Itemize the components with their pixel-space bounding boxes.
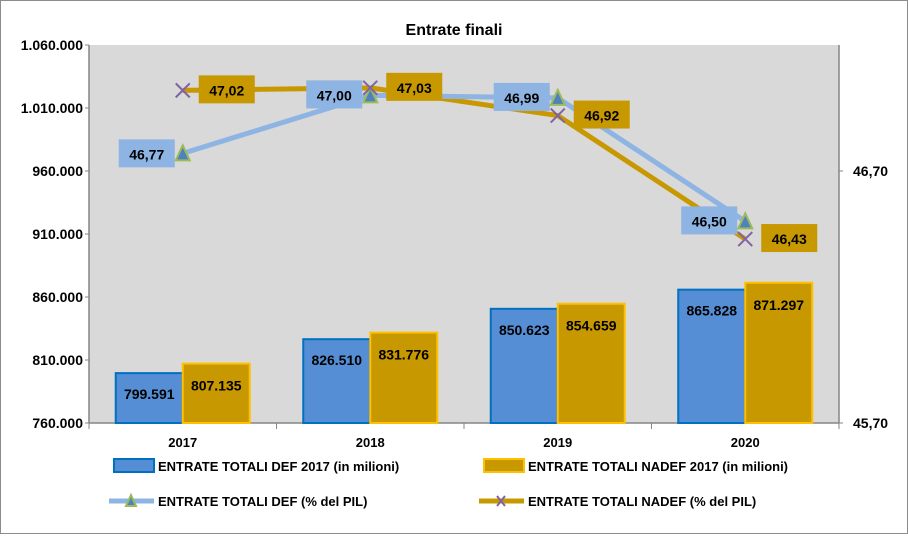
line-label-def-box [306, 80, 363, 109]
bar-def [302, 338, 372, 424]
line-label-nadef: 46,92 [584, 108, 619, 124]
marker-triangle [361, 85, 379, 104]
bar-label-def: 850.623 [499, 322, 550, 338]
legend-label: ENTRATE TOTALI DEF 2017 (in milioni) [158, 459, 399, 474]
marker-x [175, 82, 191, 99]
line-def [182, 92, 747, 224]
bar-nadef [369, 331, 439, 424]
marker-x [362, 80, 378, 96]
legend-label: ENTRATE TOTALI DEF (% del PIL) [158, 494, 367, 509]
marker-x [737, 231, 753, 247]
legend-marker-x [496, 495, 506, 507]
bar-nadef [744, 281, 814, 424]
line-label-def: 46,77 [129, 146, 164, 162]
marker-triangle [736, 211, 754, 230]
left-axis-tick-label: 1.010.000 [21, 100, 83, 116]
x-axis-label: 2020 [731, 435, 760, 450]
bar-label-nadef: 831.776 [378, 347, 429, 363]
chart-title: Entrate finali [406, 22, 503, 39]
right-axis-tick-label: 45,70 [853, 415, 888, 431]
right-axis-tick-label: 46,70 [853, 163, 888, 179]
line-label-nadef: 47,02 [209, 82, 244, 98]
bar-label-nadef: 807.135 [191, 378, 242, 394]
left-axis-tick-label: 860.000 [32, 289, 83, 305]
bar-label-nadef: 871.297 [753, 297, 804, 313]
x-axis-label: 2019 [543, 435, 572, 450]
bar-nadef [181, 362, 251, 424]
left-axis-tick-label: 960.000 [32, 163, 83, 179]
line-label-nadef: 46,43 [772, 231, 807, 247]
x-axis-label: 2018 [356, 435, 385, 450]
line-label-nadef-box [386, 72, 443, 101]
bar-label-def: 799.591 [124, 386, 175, 402]
bar-label-nadef: 854.659 [566, 318, 617, 334]
bar-def [114, 372, 184, 424]
left-axis-tick-label: 1.060.000 [21, 37, 83, 53]
line-label-def: 46,50 [692, 213, 727, 229]
line-label-nadef-box [761, 224, 818, 253]
x-axis-label: 2017 [168, 435, 197, 450]
bar-label-def: 865.828 [686, 303, 737, 319]
line-label-def: 46,99 [504, 90, 539, 106]
line-label-def-box [493, 82, 550, 111]
left-axis-tick-label: 810.000 [32, 352, 83, 368]
bar-nadef [556, 302, 626, 424]
line-label-def-box [681, 206, 738, 235]
line-nadef [182, 85, 747, 242]
marker-triangle [174, 142, 192, 162]
marker-x [550, 107, 566, 124]
marker-triangle [549, 87, 567, 106]
line-label-def-box [118, 139, 175, 168]
bar-def [489, 307, 559, 425]
legend-swatch [483, 458, 525, 473]
left-axis-tick-label: 760.000 [32, 415, 83, 431]
line-label-nadef: 47,03 [397, 80, 432, 96]
legend-swatch [113, 458, 155, 473]
line-label-nadef-box [573, 100, 630, 129]
legend-label: ENTRATE TOTALI NADEF 2017 (in milioni) [528, 459, 788, 474]
line-label-nadef-box [198, 75, 255, 104]
legend-label: ENTRATE TOTALI NADEF (% del PIL) [528, 494, 756, 509]
left-axis-tick-label: 910.000 [32, 226, 83, 242]
legend-marker-triangle [124, 492, 138, 507]
bar-label-def: 826.510 [311, 352, 362, 368]
line-label-def: 47,00 [317, 87, 352, 103]
